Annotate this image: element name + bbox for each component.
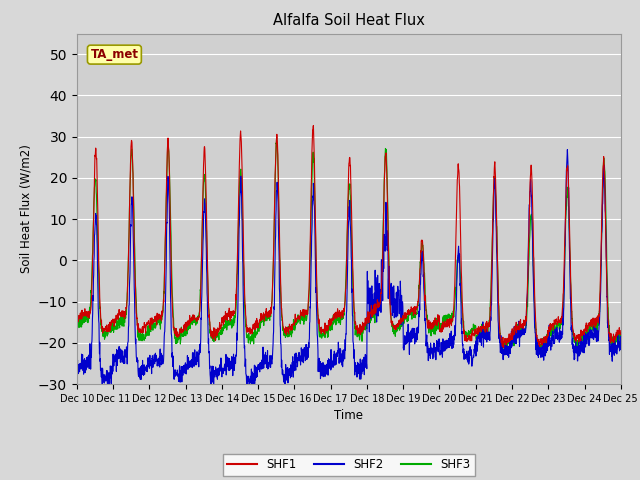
SHF2 bbox=[73, 368, 81, 373]
SHF2 bbox=[584, 329, 592, 335]
SHF1 bbox=[500, 345, 508, 350]
Legend: SHF1, SHF2, SHF3: SHF1, SHF2, SHF3 bbox=[223, 454, 475, 476]
SHF3 bbox=[73, 319, 81, 325]
SHF2 bbox=[376, 287, 384, 292]
Line: SHF3: SHF3 bbox=[77, 138, 621, 353]
SHF3 bbox=[570, 328, 577, 334]
SHF3 bbox=[273, 135, 280, 141]
SHF2 bbox=[225, 365, 232, 371]
SHF2 bbox=[570, 342, 577, 348]
SHF1 bbox=[508, 330, 515, 336]
X-axis label: Time: Time bbox=[334, 409, 364, 422]
Line: SHF2: SHF2 bbox=[77, 150, 621, 391]
SHF1 bbox=[73, 317, 81, 323]
SHF1 bbox=[225, 313, 232, 319]
SHF1 bbox=[570, 329, 577, 335]
SHF3 bbox=[500, 350, 508, 356]
SHF2 bbox=[507, 336, 515, 342]
SHF1 bbox=[310, 122, 317, 128]
SHF1 bbox=[376, 298, 384, 304]
Text: TA_met: TA_met bbox=[90, 48, 138, 61]
SHF1 bbox=[365, 312, 372, 318]
SHF1 bbox=[584, 321, 592, 326]
SHF3 bbox=[508, 334, 515, 339]
SHF3 bbox=[225, 318, 232, 324]
SHF2 bbox=[564, 147, 572, 153]
SHF3 bbox=[617, 333, 625, 338]
SHF2 bbox=[365, 289, 372, 295]
SHF2 bbox=[617, 346, 625, 352]
Title: Alfalfa Soil Heat Flux: Alfalfa Soil Heat Flux bbox=[273, 13, 425, 28]
SHF3 bbox=[365, 321, 372, 326]
SHF1 bbox=[617, 328, 625, 334]
SHF3 bbox=[376, 301, 384, 307]
Y-axis label: Soil Heat Flux (W/m2): Soil Heat Flux (W/m2) bbox=[19, 144, 32, 273]
SHF2 bbox=[246, 388, 253, 394]
SHF3 bbox=[584, 326, 592, 332]
Line: SHF1: SHF1 bbox=[77, 125, 621, 348]
